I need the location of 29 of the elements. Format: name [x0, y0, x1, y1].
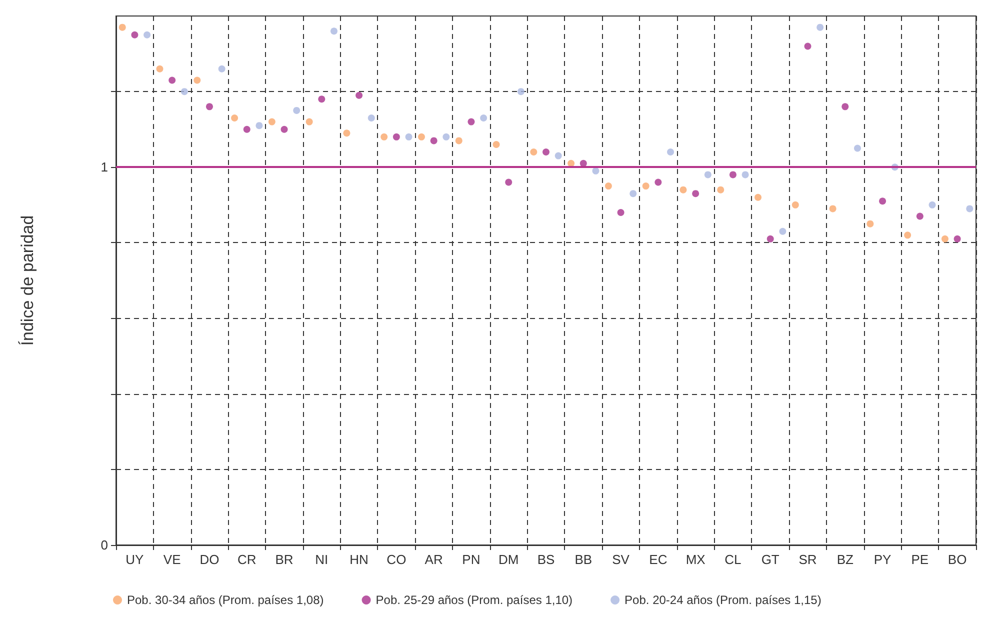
x-tick-label: CO [386, 552, 406, 567]
y-tick-label: 1 [100, 160, 108, 175]
x-tick-label: GT [761, 552, 780, 567]
x-tick-label: SV [612, 552, 630, 567]
x-tick-label: BS [537, 552, 555, 567]
x-tick-label: EC [649, 552, 668, 567]
y-axis-title: Índice de paridad [18, 215, 37, 346]
x-tick-label: NI [315, 552, 328, 567]
x-tick-label: MX [686, 552, 706, 567]
x-tick-label: VE [163, 552, 182, 567]
legend-label: Pob. 30-34 años (Prom. países 1,08) [127, 593, 324, 607]
legend-label: Pob. 25-29 años (Prom. países 1,10) [376, 593, 573, 607]
x-tick-label: HN [350, 552, 368, 567]
x-tick-label: UY [126, 552, 144, 567]
x-tick-label: CL [724, 552, 742, 567]
x-tick-label: CR [237, 552, 256, 567]
x-tick-label: PE [911, 552, 929, 567]
x-tick-label: BR [275, 552, 294, 567]
x-tick-label: DO [200, 552, 220, 567]
x-tick-label: BO [948, 552, 967, 567]
x-tick-label: BZ [836, 552, 854, 567]
x-tick-label: DM [498, 552, 519, 567]
x-tick-label: PN [462, 552, 480, 567]
x-tick-label: BB [574, 552, 592, 567]
x-tick-label: AR [424, 552, 443, 567]
x-tick-label: PY [874, 552, 892, 567]
x-tick-label: SR [798, 552, 817, 567]
y-tick-label: 0 [100, 538, 108, 552]
legend-label: Pob. 20-24 años (Prom. países 1,15) [624, 593, 822, 607]
